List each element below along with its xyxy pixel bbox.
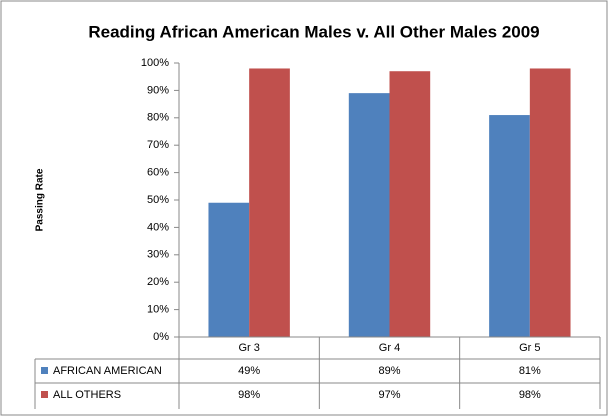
data-label: 97% — [378, 389, 400, 401]
legend-key — [41, 367, 48, 374]
y-tick-label: 70% — [147, 139, 169, 151]
legend-label: AFRICAN AMERICAN — [53, 365, 162, 377]
x-tick-label: Gr 3 — [238, 342, 259, 354]
legend-label: ALL OTHERS — [53, 389, 121, 401]
bar — [249, 68, 290, 337]
y-tick-label: 40% — [147, 221, 169, 233]
y-tick-label: 30% — [147, 249, 169, 261]
y-tick-label: 50% — [147, 194, 169, 206]
legend-key — [41, 391, 48, 398]
data-label: 81% — [519, 365, 541, 377]
bar — [529, 68, 571, 337]
bar — [389, 71, 431, 337]
chart-title: Reading African American Males v. All Ot… — [88, 22, 539, 41]
y-tick-label: 80% — [147, 112, 169, 124]
x-tick-label: Gr 5 — [519, 342, 540, 354]
y-tick-label: 10% — [147, 304, 169, 316]
data-label: 89% — [378, 365, 400, 377]
y-axis-label: Passing Rate — [35, 168, 46, 231]
y-tick-label: 20% — [147, 276, 169, 288]
bar — [489, 115, 530, 337]
data-label: 98% — [238, 389, 260, 401]
y-tick-label: 100% — [141, 57, 169, 69]
x-tick-label: Gr 4 — [379, 342, 400, 354]
bar — [348, 93, 390, 337]
y-tick-label: 60% — [147, 167, 169, 179]
y-tick-label: 90% — [147, 84, 169, 96]
y-tick-label: 0% — [153, 331, 169, 343]
bar — [208, 202, 250, 337]
data-label: 49% — [238, 365, 260, 377]
data-label: 98% — [519, 389, 541, 401]
